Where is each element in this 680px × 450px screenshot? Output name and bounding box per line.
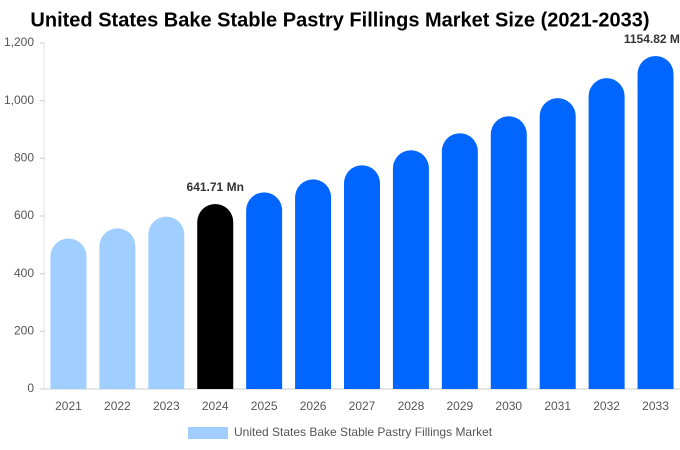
x-tick-label: 2021 bbox=[55, 399, 82, 413]
bar bbox=[637, 56, 674, 389]
bar bbox=[50, 238, 87, 389]
bar bbox=[99, 228, 136, 389]
bar bbox=[295, 179, 332, 389]
data-label: 641.71 Mn bbox=[187, 180, 244, 194]
bar bbox=[539, 98, 576, 390]
bar bbox=[148, 216, 185, 389]
bar bbox=[490, 116, 527, 389]
chart-title: United States Bake Stable Pastry Filling… bbox=[30, 9, 649, 31]
data-label: 1154.82 Mn bbox=[624, 32, 680, 46]
y-tick-label: 800 bbox=[14, 151, 34, 165]
y-tick-label: 400 bbox=[14, 266, 34, 280]
bar bbox=[441, 133, 478, 389]
legend-swatch bbox=[188, 427, 228, 439]
x-tick-label: 2026 bbox=[300, 399, 327, 413]
y-tick-label: 600 bbox=[14, 208, 34, 222]
y-tick-label: 1,200 bbox=[4, 35, 34, 49]
bar bbox=[246, 192, 283, 389]
x-tick-label: 2028 bbox=[398, 399, 425, 413]
bar bbox=[392, 150, 429, 389]
bar bbox=[197, 203, 234, 389]
bar bbox=[344, 165, 380, 389]
y-tick-label: 0 bbox=[27, 381, 34, 395]
y-tick-label: 1,000 bbox=[4, 93, 34, 107]
x-tick-label: 2027 bbox=[349, 399, 376, 413]
x-tick-label: 2033 bbox=[642, 399, 669, 413]
y-tick-label: 200 bbox=[14, 324, 34, 338]
x-tick-label: 2031 bbox=[544, 399, 571, 413]
legend-label: United States Bake Stable Pastry Filling… bbox=[234, 425, 493, 439]
x-tick-label: 2022 bbox=[104, 399, 131, 413]
x-tick-label: 2023 bbox=[153, 399, 180, 413]
x-tick-label: 2030 bbox=[495, 399, 522, 413]
x-tick-label: 2032 bbox=[593, 399, 620, 413]
bar bbox=[588, 78, 625, 389]
x-tick-label: 2024 bbox=[202, 399, 229, 413]
x-tick-label: 2025 bbox=[251, 399, 278, 413]
x-tick-label: 2029 bbox=[446, 399, 473, 413]
